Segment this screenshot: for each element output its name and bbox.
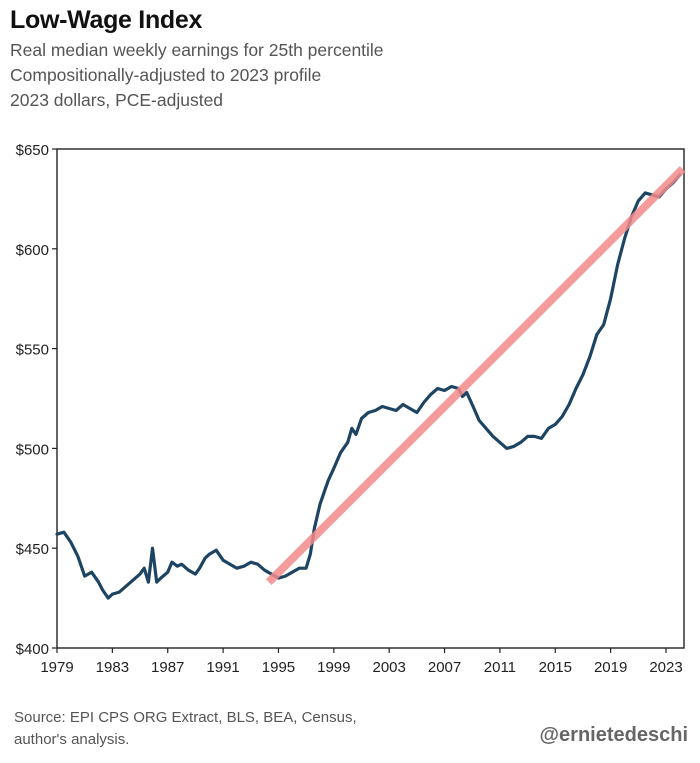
x-tick-label: 1983 bbox=[96, 659, 129, 676]
y-tick-label: $500 bbox=[16, 441, 49, 458]
line-chart: $400 $450 $500 $550 $600 $650 1979 1983 1987 199… bbox=[16, 142, 686, 676]
series-line-trend bbox=[265, 166, 686, 585]
y-tick-label: $450 bbox=[16, 541, 49, 558]
x-tick-label: 1987 bbox=[151, 659, 184, 676]
x-tick-label: 2015 bbox=[539, 659, 572, 676]
x-tick-label: 2011 bbox=[484, 659, 516, 676]
chart-subtitle-line-3: 2023 dollars, PCE-adjusted bbox=[10, 90, 224, 110]
series-layer bbox=[55, 166, 686, 600]
source-note: Source: EPI CPS ORG Extract, BLS, BEA, C… bbox=[14, 707, 414, 751]
x-tick-label: 1991 bbox=[206, 659, 239, 676]
plot-frame bbox=[56, 148, 685, 649]
chart-subtitle-line-2: Compositionally-adjusted to 2023 profile bbox=[10, 65, 322, 85]
plot-border bbox=[56, 148, 685, 649]
y-tick-label: $400 bbox=[16, 641, 49, 658]
x-tick-label: 1979 bbox=[40, 659, 73, 676]
y-tick-label: $650 bbox=[16, 142, 49, 159]
x-tick-label: 2003 bbox=[372, 659, 405, 676]
chart-subtitle-line-1: Real median weekly earnings for 25th per… bbox=[10, 40, 384, 60]
y-tick-label: $550 bbox=[16, 342, 49, 359]
x-tick-label: 2023 bbox=[649, 659, 682, 676]
author-handle: @ernietedeschi bbox=[539, 724, 688, 746]
x-tick-label: 2019 bbox=[594, 659, 627, 676]
x-tick-label: 1995 bbox=[262, 659, 295, 676]
y-tick-label: $600 bbox=[16, 242, 49, 259]
chart-title: Low-Wage Index bbox=[10, 6, 203, 34]
source-line-2: author's analysis. bbox=[14, 731, 130, 748]
x-tick-label: 2007 bbox=[428, 659, 461, 676]
x-axis: 1979 1983 1987 1991 1995 1999 2003 2007 2011 2015… bbox=[40, 648, 683, 676]
source-line-1: Source: EPI CPS ORG Extract, BLS, BEA, C… bbox=[14, 709, 357, 726]
series-line-low-wage-index bbox=[55, 173, 682, 600]
y-axis: $400 $450 $500 $550 $600 $650 bbox=[16, 142, 57, 658]
x-tick-label: 1999 bbox=[317, 659, 350, 676]
